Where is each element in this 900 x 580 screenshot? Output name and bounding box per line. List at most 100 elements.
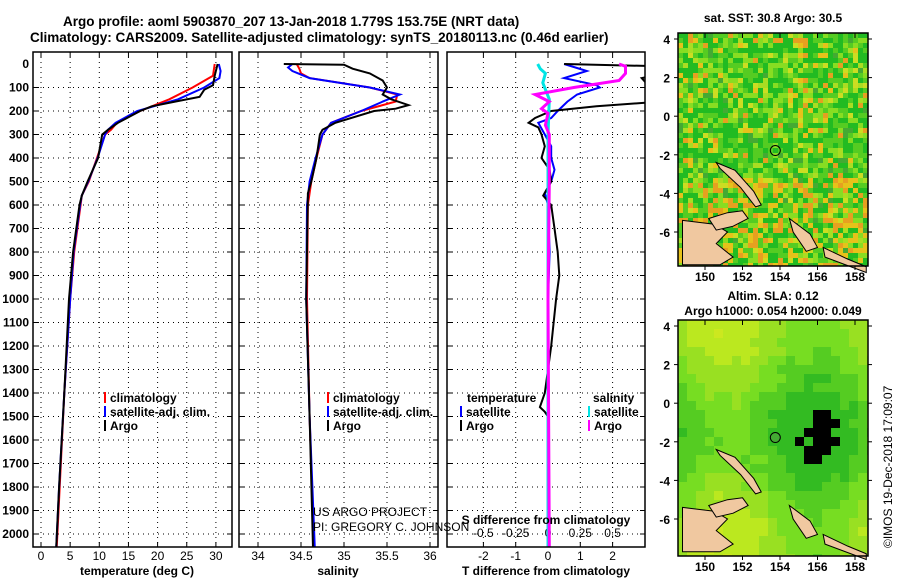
map-cell	[733, 143, 738, 148]
map-cell	[818, 123, 823, 128]
map-cell	[798, 223, 803, 228]
map-cell	[758, 248, 763, 253]
map-cell	[773, 58, 778, 63]
map-cell	[728, 48, 733, 53]
map-cell	[768, 153, 773, 158]
map-cell	[718, 173, 723, 178]
map-cell	[708, 78, 713, 83]
map-cell	[750, 491, 759, 500]
map-cell	[777, 374, 786, 383]
map-cell	[804, 491, 813, 500]
map-cell	[693, 93, 698, 98]
map-cell	[803, 223, 808, 228]
map-cell	[753, 163, 758, 168]
map-cell	[804, 347, 813, 356]
temperature-legend-swatch	[104, 420, 106, 431]
map-cell	[863, 173, 868, 178]
map-cell	[858, 103, 863, 108]
salinity-legend-swatch	[327, 420, 329, 431]
map-cell	[741, 428, 750, 437]
map-cell	[777, 329, 786, 338]
map-cell	[708, 183, 713, 188]
map-cell	[758, 253, 763, 258]
map-cell	[723, 113, 728, 118]
map-cell	[798, 98, 803, 103]
map-cell	[683, 173, 688, 178]
map-cell	[818, 63, 823, 68]
map-cell	[773, 198, 778, 203]
map-cell	[804, 536, 813, 545]
map-cell	[723, 527, 732, 536]
map-cell	[773, 73, 778, 78]
x-tick-label: -1	[510, 549, 521, 563]
map-cell	[759, 446, 768, 455]
map-cell	[732, 320, 741, 329]
map-cell	[743, 158, 748, 163]
map-cell	[828, 218, 833, 223]
map-cell	[683, 158, 688, 163]
map-cell	[733, 238, 738, 243]
map-cell	[708, 213, 713, 218]
map-cell	[698, 163, 703, 168]
map-cell	[838, 123, 843, 128]
map-cell	[804, 419, 813, 428]
map-cell	[687, 365, 696, 374]
map-cell	[687, 410, 696, 419]
map-cell	[728, 63, 733, 68]
map-cell	[768, 63, 773, 68]
map-cell	[718, 148, 723, 153]
map-cell	[828, 128, 833, 133]
argo-position-marker	[769, 145, 781, 157]
map-cell	[696, 410, 705, 419]
map-cell	[733, 228, 738, 233]
map-cell	[793, 68, 798, 73]
map-cell	[788, 253, 793, 258]
map-cell	[795, 446, 804, 455]
map-cell	[848, 78, 853, 83]
map-cell	[838, 203, 843, 208]
map-cell	[773, 118, 778, 123]
map-cell	[823, 143, 828, 148]
map-cell	[758, 223, 763, 228]
map-cell	[813, 218, 818, 223]
map-cell	[718, 108, 723, 113]
map-cell	[708, 168, 713, 173]
map-cell	[813, 545, 822, 554]
map-cell	[822, 383, 831, 392]
map-cell	[840, 383, 849, 392]
sdiff-xlabel: S difference from climatology	[462, 513, 631, 527]
temperature-legend-label: satellite-adj. clim.	[110, 405, 210, 419]
map-cell	[718, 168, 723, 173]
map-cell	[703, 143, 708, 148]
map-cell	[853, 73, 858, 78]
map-cell	[768, 98, 773, 103]
map-cell	[703, 178, 708, 183]
map-cell	[828, 243, 833, 248]
map-cell	[723, 482, 732, 491]
map-cell	[858, 491, 867, 500]
map-cell	[753, 118, 758, 123]
map-cell	[698, 88, 703, 93]
map-cell	[786, 518, 795, 527]
map-cell	[798, 43, 803, 48]
map-cell	[849, 329, 858, 338]
map-cell	[793, 153, 798, 158]
map-cell	[858, 43, 863, 48]
x-tick-label: 10	[93, 549, 107, 563]
map-cell	[693, 113, 698, 118]
map-cell	[713, 163, 718, 168]
map-cell	[808, 128, 813, 133]
map-cell	[713, 203, 718, 208]
map-cell	[783, 128, 788, 133]
map-cell	[693, 83, 698, 88]
map-cell	[828, 63, 833, 68]
map-cell	[741, 446, 750, 455]
map-cell	[828, 133, 833, 138]
map-cell	[687, 464, 696, 473]
map-cell	[696, 365, 705, 374]
map-cell	[678, 482, 687, 491]
map-cell	[768, 491, 777, 500]
map-cell	[863, 113, 868, 118]
map-cell	[743, 78, 748, 83]
lat-tick-label: 2	[663, 359, 670, 373]
